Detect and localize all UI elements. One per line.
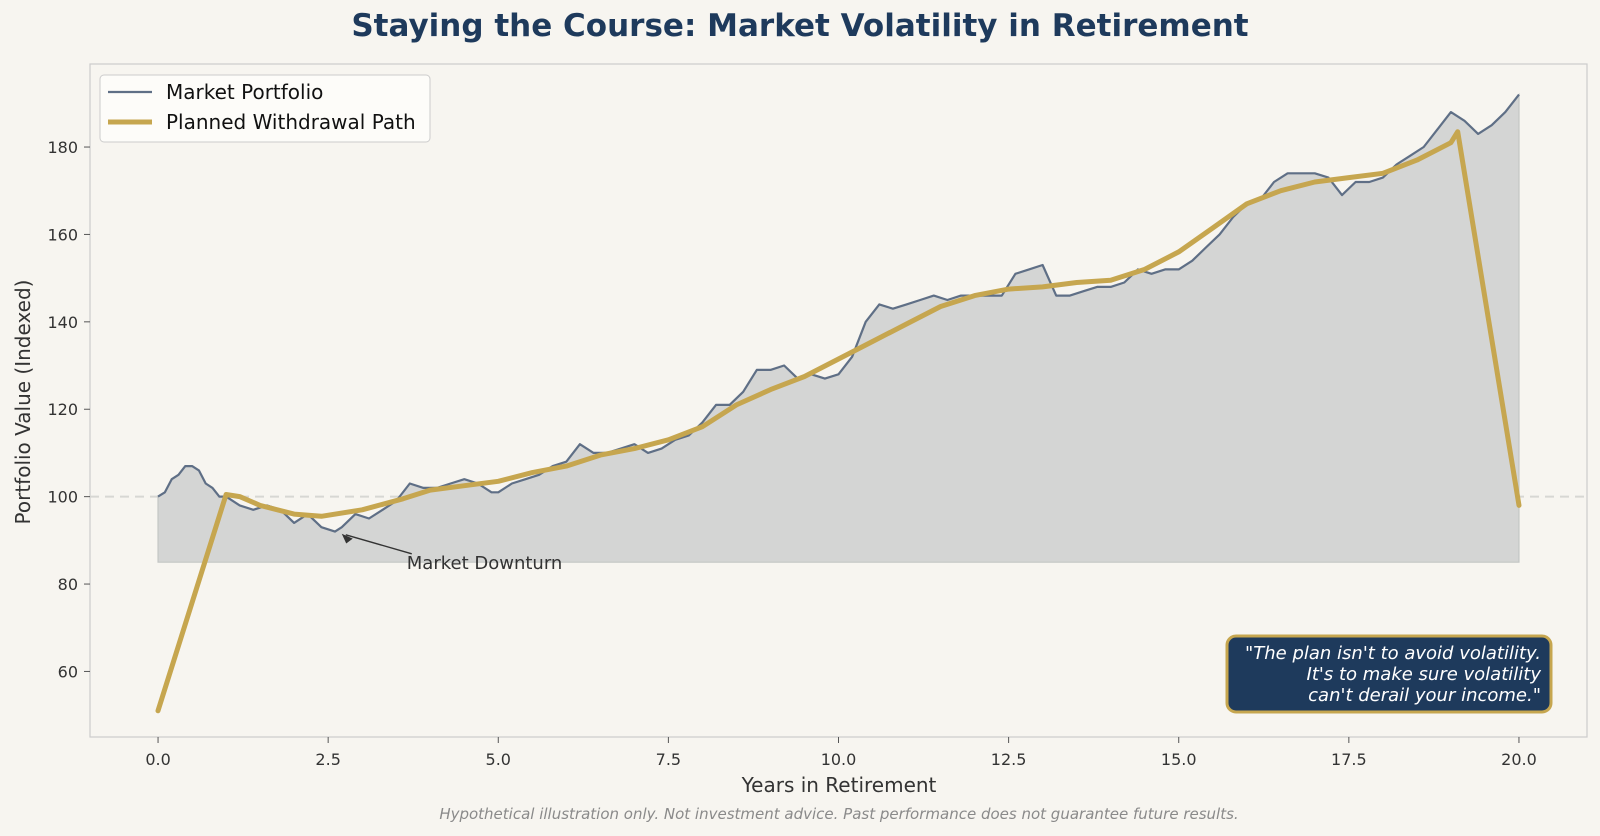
x-tick-label: 2.5 [315, 750, 340, 769]
series-line-planned-withdrawal-path [155, 129, 1522, 714]
y-tick-label: 180 [47, 138, 78, 157]
legend-label-planned: Planned Withdrawal Path [166, 110, 416, 134]
y-tick-label: 100 [47, 488, 78, 507]
market-fill-area [157, 92, 1520, 563]
legend: Market Portfolio Planned Withdrawal Path [99, 74, 431, 143]
y-tick-label: 160 [47, 225, 78, 244]
quote-box: "The plan isn't to avoid volatility. It'… [1225, 634, 1553, 714]
annotation-market-downturn: Market Downturn [407, 553, 563, 574]
y-axis-label: Portfolio Value (Indexed) [11, 280, 35, 525]
x-tick-label: 10.0 [821, 750, 857, 769]
x-tick-label: 15.0 [1161, 750, 1197, 769]
x-axis-label: Years in Retirement [741, 773, 937, 797]
quote-line-1: "The plan isn't to avoid volatility. [1245, 643, 1541, 664]
quote-line-3: can't derail your income." [1308, 685, 1541, 706]
y-tick-label: 80 [58, 575, 78, 594]
quote-line-2: It's to make sure volatility [1307, 664, 1542, 685]
chart-overlays: Staying the Course: Market Volatility in… [11, 8, 1553, 823]
plot-area: Market Downturn [90, 92, 1587, 714]
footnote: Hypothetical illustration only. Not inve… [439, 805, 1238, 823]
x-tick-label: 20.0 [1501, 750, 1537, 769]
x-tick-label: 12.5 [991, 750, 1027, 769]
x-tick-label: 17.5 [1331, 750, 1367, 769]
chart-title: Staying the Course: Market Volatility in… [351, 8, 1248, 44]
legend-box [99, 74, 431, 143]
y-tick-label: 120 [47, 400, 78, 419]
x-tick-label: 7.5 [656, 750, 681, 769]
x-tick-label: 0.0 [145, 750, 170, 769]
y-tick-label: 60 [58, 662, 78, 681]
annotation-arrow [345, 534, 412, 555]
axes-frame: 0.0 2.5 5.0 7.5 10.0 12.5 15.0 17.5 20.0 60 80 100 1… [47, 63, 1588, 769]
quote-box-background [1225, 634, 1553, 714]
y-tick-label: 140 [47, 313, 78, 332]
annotation-arrowhead [341, 533, 353, 544]
legend-label-market: Market Portfolio [166, 80, 323, 104]
x-tick-label: 5.0 [486, 750, 511, 769]
